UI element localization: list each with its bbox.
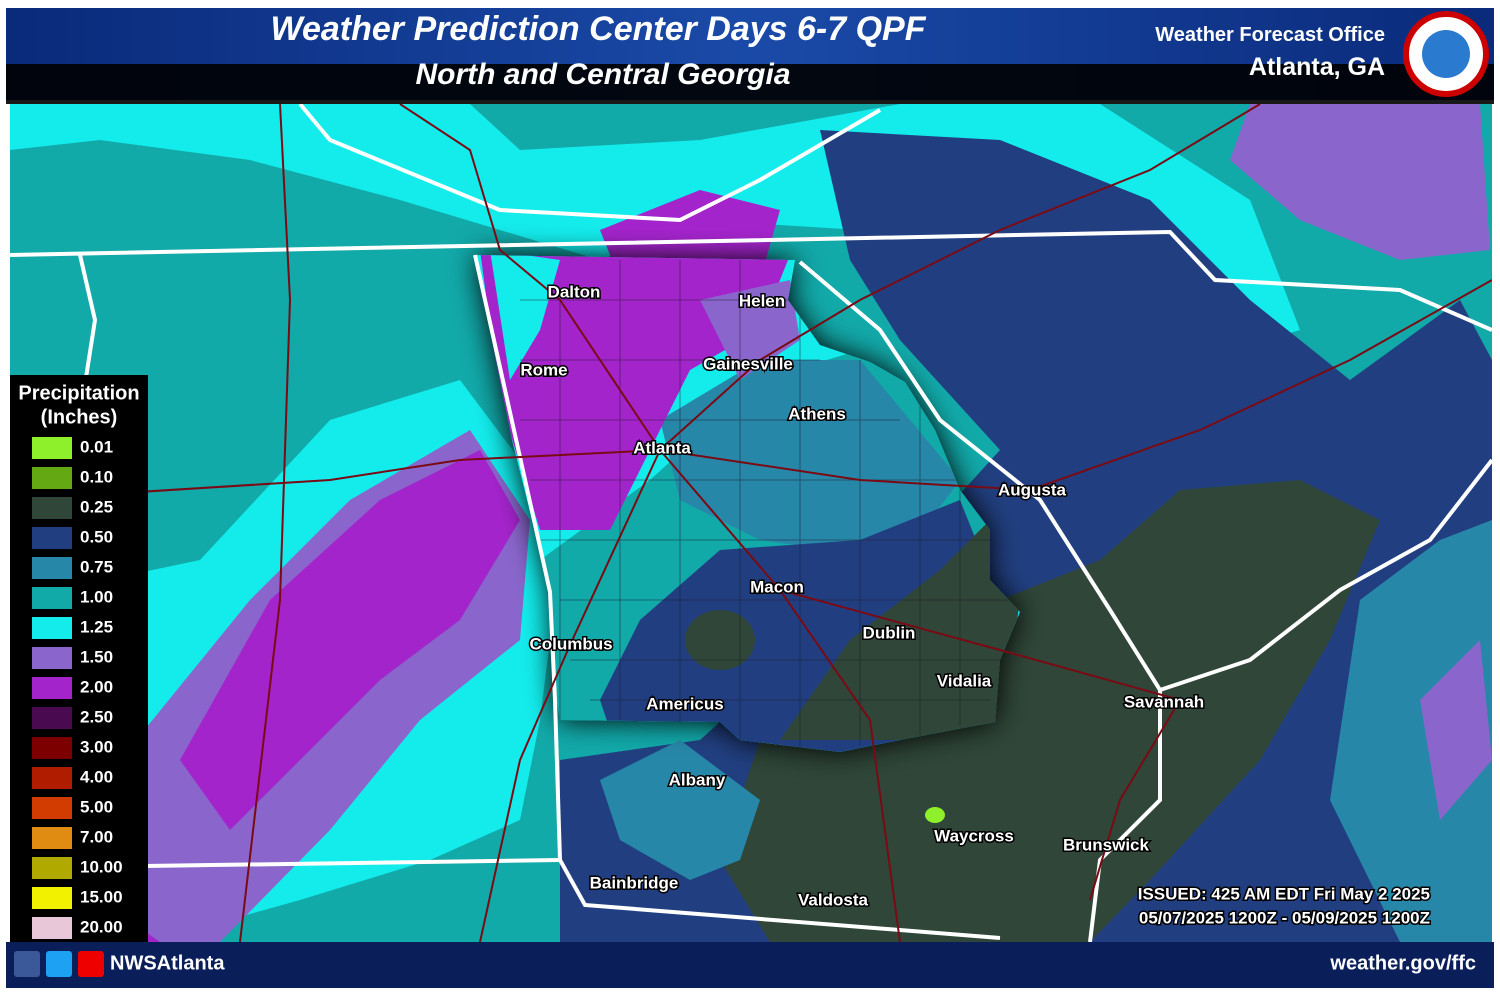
state-border	[10, 229, 1492, 332]
valid-period: 05/07/2025 1200Z - 05/09/2025 1200Z	[1139, 908, 1430, 927]
legend-label: 3.00	[80, 737, 113, 756]
city-label: Albany	[669, 770, 726, 789]
legend-swatch	[32, 557, 72, 579]
legend-label: 15.00	[80, 887, 123, 906]
city-label: Vidalia	[937, 671, 992, 690]
legend-swatch	[32, 827, 72, 849]
legend-label: 1.00	[80, 587, 113, 606]
city-label: Savannah	[1124, 692, 1204, 711]
legend-swatch	[32, 677, 72, 699]
legend-box	[10, 375, 148, 942]
precip-field	[1230, 104, 1490, 260]
legend-swatch	[32, 467, 72, 489]
city-label: Brunswick	[1063, 835, 1150, 854]
precip-field	[685, 610, 755, 670]
city-label: Valdosta	[798, 890, 868, 909]
social-handle[interactable]: NWSAtlanta	[110, 952, 225, 974]
nws-logo-inner	[1422, 30, 1470, 78]
precip-field	[490, 255, 560, 380]
city-label: Dalton	[548, 282, 601, 301]
legend-label: 7.00	[80, 827, 113, 846]
legend-units: (Inches)	[41, 406, 118, 428]
legend-label: 0.01	[80, 437, 113, 456]
legend-label: 2.00	[80, 677, 113, 696]
city-label: Helen	[739, 291, 785, 310]
legend-swatch	[32, 497, 72, 519]
legend-label: 2.50	[80, 707, 113, 726]
city-label: Dublin	[863, 623, 916, 642]
city-label: Gainesville	[703, 354, 793, 373]
state-border	[298, 104, 882, 223]
legend-swatch	[32, 437, 72, 459]
legend-swatch	[32, 797, 72, 819]
legend-label: 4.00	[80, 767, 113, 786]
legend-label: 0.50	[80, 527, 113, 546]
road	[659, 104, 1261, 451]
legend-swatch	[32, 737, 72, 759]
legend-title: Precipitation	[18, 382, 139, 404]
precip-field	[660, 360, 960, 560]
city-label: Athens	[788, 404, 846, 423]
cities: Dalton Helen Rome Gainesville Athens Atl…	[519, 281, 1206, 911]
road	[779, 589, 1181, 701]
city-label: Americus	[646, 694, 723, 713]
road	[239, 104, 292, 942]
precip-field	[700, 280, 800, 380]
road	[659, 449, 901, 942]
precip-field	[1330, 520, 1492, 942]
subtitle: North and Central Georgia	[415, 58, 790, 91]
title: Weather Prediction Center Days 6-7 QPF	[270, 10, 926, 48]
road	[399, 104, 661, 451]
legend: Precipitation (Inches) 0.01 0.10 0.25 0.50 0…	[10, 375, 148, 942]
road	[1089, 699, 1181, 901]
city-label: Waycross	[934, 826, 1014, 845]
city-label: Rome	[520, 360, 567, 379]
legend-swatch	[32, 767, 72, 789]
legend-label: 1.25	[80, 617, 113, 636]
county-lines	[520, 260, 1010, 750]
precip-field	[600, 740, 760, 880]
legend-label: 1.50	[80, 647, 113, 666]
legend-swatch	[32, 857, 72, 879]
footer	[6, 942, 1494, 988]
website[interactable]: weather.gov/ffc	[1329, 952, 1476, 974]
city-label: Bainbridge	[590, 873, 679, 892]
legend-swatch	[32, 887, 72, 909]
legend-swatch	[32, 587, 72, 609]
legend-label: 5.00	[80, 797, 113, 816]
office-location: Atlanta, GA	[1249, 53, 1385, 81]
legend-swatch	[32, 647, 72, 669]
legend-label: 20.00	[80, 917, 123, 936]
legend-swatch	[32, 917, 72, 939]
road	[479, 449, 661, 942]
issued: ISSUED: 425 AM EDT Fri May 2 2025	[1138, 884, 1430, 903]
facebook-icon[interactable]	[14, 951, 40, 977]
city-label: Columbus	[529, 634, 612, 653]
coastline	[1159, 458, 1492, 692]
legend-swatch	[32, 617, 72, 639]
state-border	[798, 260, 1162, 942]
legend-swatch	[32, 527, 72, 549]
map: Dalton Helen Rome Gainesville Athens Atl…	[10, 104, 1492, 942]
road	[10, 449, 661, 501]
city-label: Augusta	[998, 480, 1067, 499]
state-border	[473, 254, 1001, 940]
precip-field	[925, 807, 945, 823]
legend-label: 0.25	[80, 497, 113, 516]
twitter-icon[interactable]	[46, 951, 72, 977]
city-label: Atlanta	[633, 438, 691, 457]
city-label: Macon	[750, 577, 804, 596]
legend-swatch	[32, 707, 72, 729]
youtube-icon[interactable]	[78, 951, 104, 977]
precip-field	[1420, 640, 1492, 820]
legend-label: 10.00	[80, 857, 123, 876]
subheader	[6, 64, 1494, 104]
office: Weather Forecast Office	[1155, 24, 1385, 46]
legend-label: 0.10	[80, 467, 113, 486]
legend-label: 0.75	[80, 557, 113, 576]
road	[659, 279, 1492, 492]
